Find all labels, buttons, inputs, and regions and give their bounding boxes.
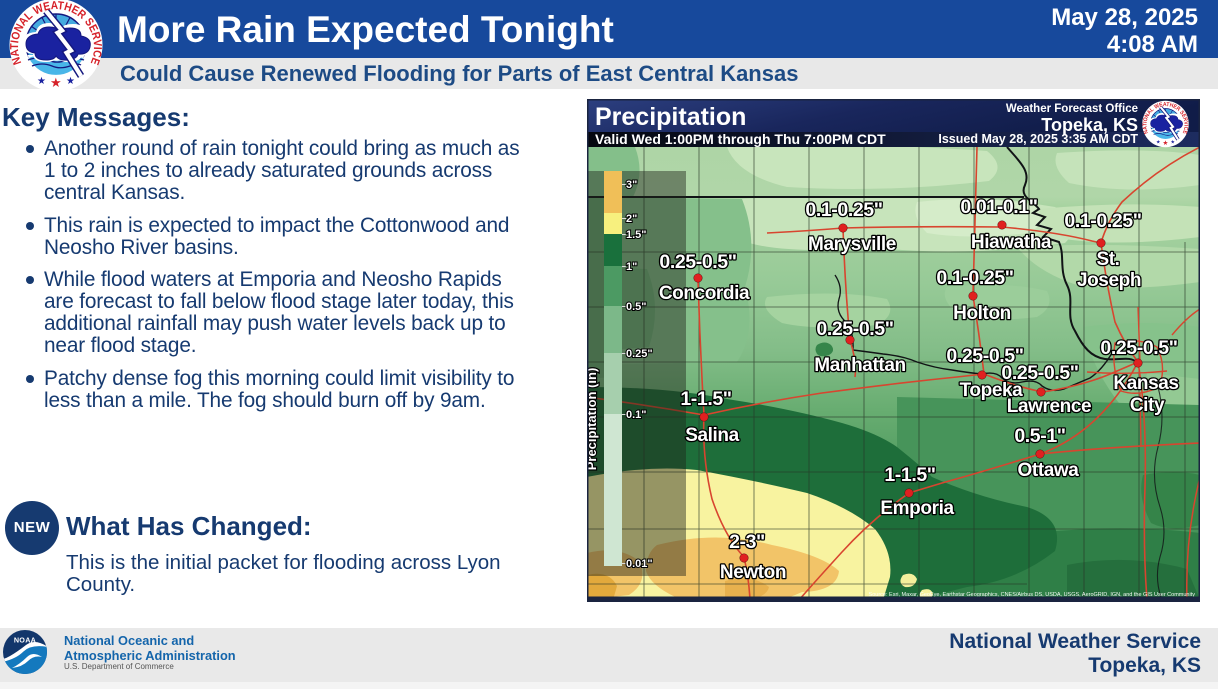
svg-text:NOAA: NOAA: [14, 636, 36, 645]
svg-text:Kansas: Kansas: [1113, 373, 1178, 394]
svg-text:0.1": 0.1": [626, 409, 647, 421]
svg-text:1-1.5": 1-1.5": [680, 388, 731, 410]
svg-text:★: ★: [37, 76, 46, 87]
svg-text:Hiawatha: Hiawatha: [971, 232, 1052, 253]
svg-text:Marysville: Marysville: [808, 234, 896, 255]
svg-text:Concordia: Concordia: [659, 283, 750, 304]
svg-text:2-3": 2-3": [729, 531, 765, 553]
svg-text:Source: Esri, Maxar, GeoEye, E: Source: Esri, Maxar, GeoEye, Earthstar G…: [869, 592, 1196, 598]
svg-text:1.5": 1.5": [626, 229, 647, 241]
svg-text:Topeka, KS: Topeka, KS: [1041, 115, 1138, 135]
svg-text:0.5-1": 0.5-1": [1014, 425, 1065, 447]
svg-text:0.5": 0.5": [626, 301, 647, 313]
svg-text:Precipitation: Precipitation: [595, 103, 746, 131]
svg-text:0.25-0.5": 0.25-0.5": [816, 318, 893, 340]
svg-text:Salina: Salina: [685, 425, 739, 446]
svg-text:2": 2": [626, 213, 637, 225]
svg-text:Manhattan: Manhattan: [814, 355, 905, 376]
svg-text:0.25-0.5": 0.25-0.5": [946, 345, 1023, 367]
svg-text:0.01": 0.01": [626, 558, 653, 570]
svg-text:City: City: [1130, 395, 1165, 416]
svg-text:Issued May 28, 2025 3:35 AM CD: Issued May 28, 2025 3:35 AM CDT: [938, 132, 1138, 146]
svg-text:0.25-0.5": 0.25-0.5": [659, 251, 736, 273]
svg-text:0.25": 0.25": [626, 348, 653, 360]
svg-text:Valid Wed 1:00PM through Thu 7: Valid Wed 1:00PM through Thu 7:00PM CDT: [595, 131, 886, 147]
svg-text:0.25-0.5": 0.25-0.5": [1100, 337, 1177, 359]
svg-text:Joseph: Joseph: [1077, 270, 1141, 291]
svg-text:0.01-0.1": 0.01-0.1": [960, 196, 1037, 218]
svg-text:1": 1": [626, 261, 637, 273]
svg-text:Ottawa: Ottawa: [1018, 460, 1080, 481]
svg-text:Emporia: Emporia: [880, 498, 954, 519]
svg-text:0.1-0.25": 0.1-0.25": [1064, 210, 1141, 232]
svg-text:0.1-0.25": 0.1-0.25": [936, 267, 1013, 289]
svg-text:★: ★: [50, 75, 62, 90]
svg-text:0.25-0.5": 0.25-0.5": [1001, 362, 1078, 384]
svg-text:3": 3": [626, 179, 637, 191]
svg-text:0.1-0.25": 0.1-0.25": [805, 199, 882, 221]
svg-text:Precipitation (in): Precipitation (in): [587, 368, 599, 471]
svg-text:St.: St.: [1096, 249, 1119, 270]
svg-text:Topeka: Topeka: [960, 380, 1024, 401]
svg-text:Holton: Holton: [953, 303, 1011, 324]
svg-text:Lawrence: Lawrence: [1007, 396, 1091, 417]
svg-text:Newton: Newton: [720, 562, 786, 583]
svg-text:★: ★: [66, 76, 75, 87]
svg-text:1-1.5": 1-1.5": [884, 464, 935, 486]
svg-text:Weather Forecast Office: Weather Forecast Office: [1006, 103, 1138, 115]
